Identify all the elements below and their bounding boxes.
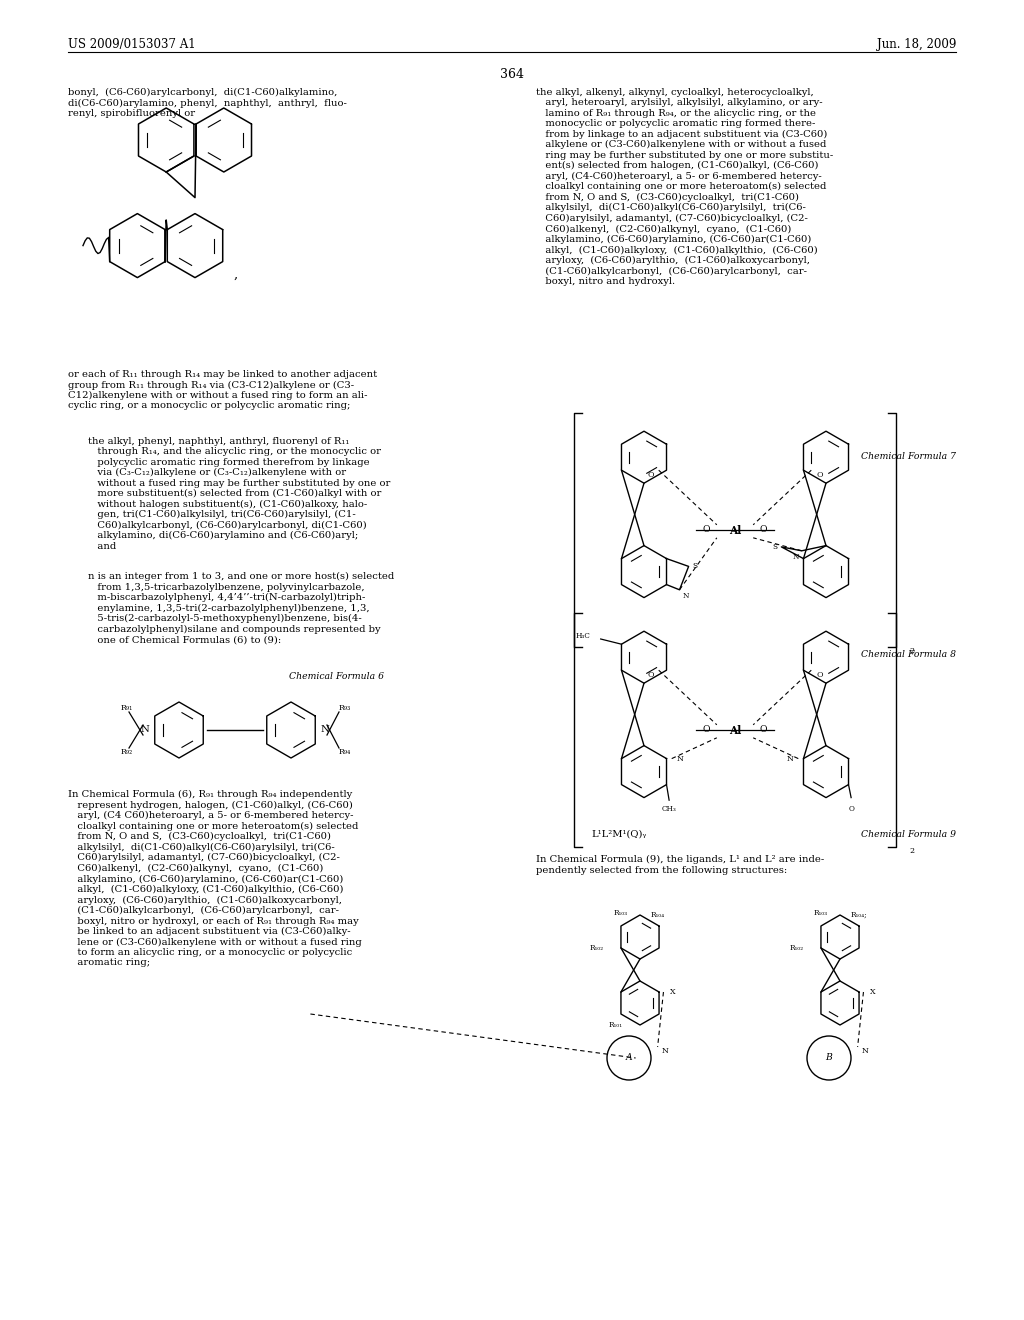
- Text: R₁₀₄;: R₁₀₄;: [851, 911, 867, 919]
- Text: O: O: [702, 726, 711, 734]
- Text: Al: Al: [729, 725, 741, 735]
- Text: O: O: [760, 525, 767, 535]
- Text: R₉₁: R₉₁: [121, 704, 133, 711]
- Text: O: O: [647, 672, 653, 680]
- Text: N: N: [793, 553, 799, 561]
- Text: O: O: [647, 471, 653, 479]
- Text: A: A: [626, 1053, 632, 1063]
- Text: S: S: [772, 543, 777, 550]
- Text: US 2009/0153037 A1: US 2009/0153037 A1: [68, 38, 196, 51]
- Text: X: X: [870, 987, 876, 997]
- Text: R₁₀₃: R₁₀₃: [814, 909, 828, 917]
- Text: 2: 2: [909, 847, 914, 855]
- Text: N: N: [786, 755, 793, 763]
- Text: N: N: [677, 755, 684, 763]
- Text: L¹L²M¹(Q)ᵧ: L¹L²M¹(Q)ᵧ: [591, 830, 646, 840]
- Text: n is an integer from 1 to 3, and one or more host(s) selected
   from 1,3,5-tric: n is an integer from 1 to 3, and one or …: [88, 572, 394, 644]
- Text: N: N: [682, 593, 688, 601]
- Text: N: N: [662, 1047, 669, 1055]
- Text: Chemical Formula 7: Chemical Formula 7: [861, 451, 956, 461]
- Text: the alkyl, phenyl, naphthyl, anthryl, fluorenyl of R₁₁
   through R₁₄, and the a: the alkyl, phenyl, naphthyl, anthryl, fl…: [88, 437, 390, 550]
- Text: O: O: [848, 805, 854, 813]
- Text: R₁₀₃: R₁₀₃: [613, 909, 628, 917]
- Text: Al: Al: [729, 524, 741, 536]
- Text: or each of R₁₁ through R₁₄ may be linked to another adjacent
group from R₁₁ thro: or each of R₁₁ through R₁₄ may be linked…: [68, 370, 377, 411]
- Text: 2: 2: [909, 647, 914, 655]
- Text: Chemical Formula 8: Chemical Formula 8: [861, 649, 956, 659]
- Text: O: O: [816, 471, 823, 479]
- Text: In Chemical Formula (9), the ligands, L¹ and L² are inde-
pendently selected fro: In Chemical Formula (9), the ligands, L¹…: [536, 855, 824, 875]
- Text: In Chemical Formula (6), R₉₁ through R₉₄ independently
   represent hydrogen, ha: In Chemical Formula (6), R₉₁ through R₉₄…: [68, 789, 361, 968]
- Text: S: S: [692, 562, 697, 570]
- Text: N: N: [140, 726, 150, 734]
- Text: R₉₃: R₉₃: [339, 704, 351, 711]
- Text: O: O: [816, 672, 823, 680]
- Text: ,: ,: [233, 268, 238, 281]
- Text: R₁₀₂: R₁₀₂: [790, 944, 804, 952]
- Text: the alkyl, alkenyl, alkynyl, cycloalkyl, heterocycloalkyl,
   aryl, heteroaryl, : the alkyl, alkenyl, alkynyl, cycloalkyl,…: [536, 88, 834, 286]
- Text: R₉₄: R₉₄: [339, 748, 351, 756]
- Text: R₁₀₁: R₁₀₁: [608, 1020, 623, 1030]
- Text: R₁₀₂: R₁₀₂: [589, 944, 603, 952]
- Text: R₉₂: R₉₂: [121, 748, 133, 756]
- Text: CH₃: CH₃: [662, 805, 677, 813]
- Text: H₃C: H₃C: [575, 632, 590, 640]
- Text: N: N: [862, 1047, 869, 1055]
- Text: Chemical Formula 6: Chemical Formula 6: [289, 672, 384, 681]
- Text: Jun. 18, 2009: Jun. 18, 2009: [877, 38, 956, 51]
- Text: O: O: [702, 525, 711, 535]
- Text: X: X: [670, 987, 676, 997]
- Text: Chemical Formula 9: Chemical Formula 9: [861, 830, 956, 840]
- Text: 364: 364: [500, 69, 524, 81]
- Text: B: B: [825, 1053, 833, 1063]
- Text: O: O: [760, 726, 767, 734]
- Text: R₁₀₄: R₁₀₄: [651, 911, 666, 919]
- Text: bonyl,  (C6-C60)arylcarbonyl,  di(C1-C60)alkylamino,
di(C6-C60)arylamino, phenyl: bonyl, (C6-C60)arylcarbonyl, di(C1-C60)a…: [68, 88, 347, 117]
- Text: N: N: [321, 726, 330, 734]
